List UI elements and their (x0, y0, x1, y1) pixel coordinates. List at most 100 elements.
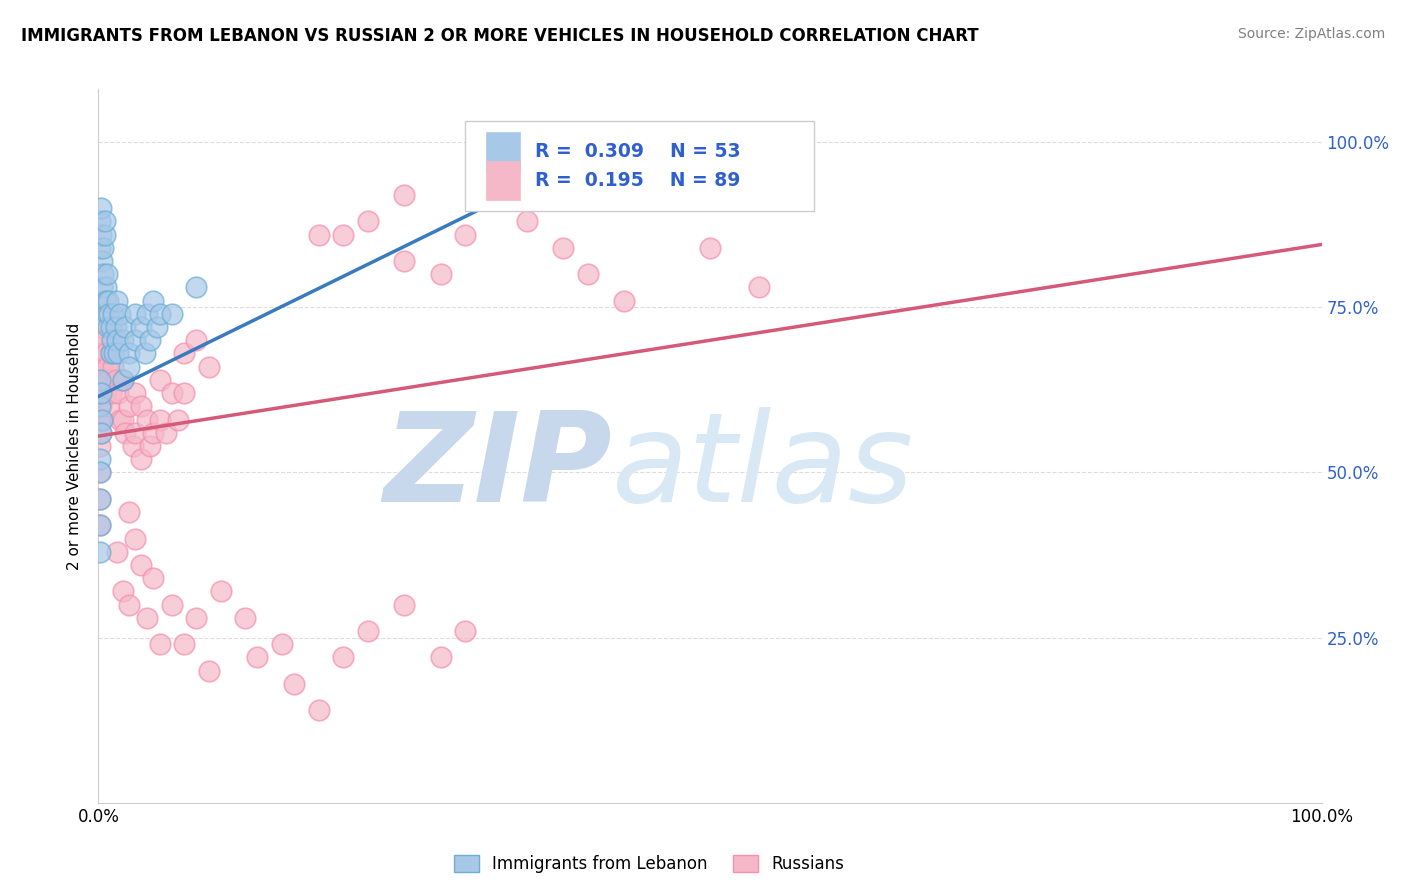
Point (105, 333, 128, 347)
Point (142, 571, 165, 585)
Point (89, 333, 111, 347)
Point (146, 320, 169, 334)
Point (96, 359, 118, 374)
Point (356, 214, 378, 228)
Point (90, 425, 112, 440)
Point (332, 227, 354, 242)
Point (89, 518, 111, 533)
Point (91, 386, 114, 401)
Point (454, 624, 477, 638)
Point (105, 293, 128, 308)
Point (160, 307, 183, 321)
Point (100, 386, 122, 401)
Point (136, 412, 159, 426)
Point (90, 359, 112, 374)
Point (392, 254, 416, 268)
Point (124, 532, 146, 546)
Point (553, 241, 575, 255)
Point (93, 373, 115, 387)
Point (89, 452, 111, 467)
FancyBboxPatch shape (465, 121, 814, 211)
Point (576, 267, 599, 281)
Point (89, 491, 111, 506)
Point (89, 386, 111, 401)
Point (121, 439, 143, 453)
Point (173, 386, 195, 401)
Point (186, 280, 208, 294)
Point (89, 545, 111, 559)
Point (96, 267, 118, 281)
Text: R =  0.195    N = 89: R = 0.195 N = 89 (536, 170, 741, 190)
Point (149, 307, 172, 321)
FancyBboxPatch shape (486, 161, 520, 200)
Point (118, 346, 141, 360)
Point (89, 359, 111, 374)
Point (160, 598, 183, 612)
Point (98, 400, 121, 414)
Point (124, 425, 146, 440)
Point (124, 386, 146, 401)
Point (90, 320, 112, 334)
FancyBboxPatch shape (486, 132, 520, 171)
Point (89, 373, 111, 387)
Point (91, 359, 114, 374)
Point (139, 439, 162, 453)
Point (124, 307, 146, 321)
Point (173, 637, 195, 651)
Point (136, 307, 159, 321)
Point (454, 227, 477, 242)
Point (89, 214, 111, 228)
Point (96, 307, 118, 321)
Point (111, 373, 134, 387)
Point (283, 677, 305, 691)
Point (91, 267, 114, 281)
Point (186, 611, 208, 625)
Point (110, 307, 132, 321)
Point (332, 650, 354, 665)
Point (111, 412, 134, 426)
Point (246, 650, 269, 665)
Point (699, 241, 721, 255)
Point (129, 452, 152, 467)
Point (97, 293, 120, 308)
Point (613, 293, 636, 308)
Point (118, 505, 141, 519)
Point (308, 227, 330, 242)
Point (173, 346, 195, 360)
Point (91, 254, 114, 268)
Point (149, 637, 172, 651)
Text: IMMIGRANTS FROM LEBANON VS RUSSIAN 2 OR MORE VEHICLES IN HOUSEHOLD CORRELATION C: IMMIGRANTS FROM LEBANON VS RUSSIAN 2 OR … (21, 27, 979, 45)
Point (515, 214, 537, 228)
Point (91, 346, 114, 360)
Point (167, 412, 190, 426)
Point (91, 241, 114, 255)
Point (101, 333, 124, 347)
Point (134, 346, 156, 360)
Point (100, 346, 122, 360)
Point (129, 320, 152, 334)
Point (89, 518, 111, 533)
Point (101, 359, 124, 374)
Point (107, 386, 129, 401)
Point (93, 214, 115, 228)
Point (90, 386, 112, 401)
Point (186, 333, 208, 347)
Point (111, 373, 134, 387)
Text: R =  0.309    N = 53: R = 0.309 N = 53 (536, 142, 741, 161)
Point (142, 425, 165, 440)
Point (103, 346, 125, 360)
Point (270, 637, 294, 651)
Point (90, 400, 112, 414)
Point (136, 611, 159, 625)
Point (233, 611, 256, 625)
Point (149, 412, 172, 426)
Point (94, 386, 117, 401)
Point (124, 333, 146, 347)
Text: ZIP: ZIP (384, 407, 612, 528)
Point (91, 280, 114, 294)
Point (89, 491, 111, 506)
Point (392, 188, 416, 202)
Point (114, 425, 136, 440)
Point (129, 400, 152, 414)
Point (89, 412, 111, 426)
